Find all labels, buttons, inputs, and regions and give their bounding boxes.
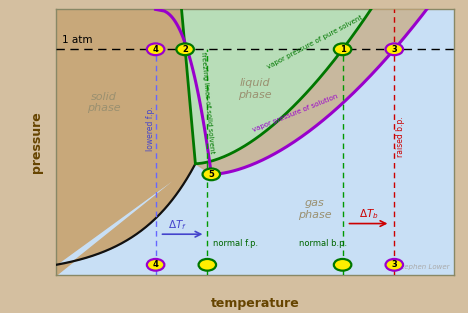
Text: $\Delta T_f$: $\Delta T_f$	[168, 218, 187, 232]
Circle shape	[203, 168, 220, 180]
Circle shape	[176, 44, 194, 55]
Polygon shape	[196, 0, 454, 174]
Text: normal f.p.: normal f.p.	[213, 239, 258, 248]
Text: freezing lines of solid solvent: freezing lines of solid solvent	[200, 51, 215, 154]
Text: liquid
phase: liquid phase	[238, 78, 272, 100]
Text: pressure: pressure	[30, 111, 43, 173]
Polygon shape	[56, 9, 196, 275]
Text: 2: 2	[182, 45, 188, 54]
Circle shape	[147, 259, 164, 271]
Circle shape	[386, 44, 403, 55]
Text: 3: 3	[391, 45, 397, 54]
Text: raised b.p.: raised b.p.	[396, 117, 405, 157]
Circle shape	[386, 259, 403, 271]
Polygon shape	[182, 0, 454, 164]
Polygon shape	[56, 9, 454, 275]
Text: Stephen Lower: Stephen Lower	[397, 264, 450, 270]
Circle shape	[334, 44, 351, 55]
Circle shape	[334, 259, 351, 271]
Text: lowered f.p.: lowered f.p.	[146, 107, 155, 151]
Text: temperature: temperature	[211, 297, 300, 310]
Text: 5: 5	[208, 170, 214, 179]
Text: solid
phase: solid phase	[87, 92, 121, 113]
Text: 1 atm: 1 atm	[62, 35, 93, 45]
Text: vapor pressure of pure solvent: vapor pressure of pure solvent	[266, 15, 364, 70]
Text: gas
phase: gas phase	[298, 198, 331, 220]
Text: 1: 1	[340, 45, 345, 54]
Text: vapor pressure of solution: vapor pressure of solution	[251, 94, 338, 133]
Text: 4: 4	[153, 45, 159, 54]
Circle shape	[198, 259, 216, 271]
Text: $\Delta T_b$: $\Delta T_b$	[358, 207, 378, 221]
Circle shape	[147, 44, 164, 55]
Text: normal b.p.: normal b.p.	[299, 239, 347, 248]
Text: 3: 3	[391, 260, 397, 269]
Text: 4: 4	[153, 260, 159, 269]
